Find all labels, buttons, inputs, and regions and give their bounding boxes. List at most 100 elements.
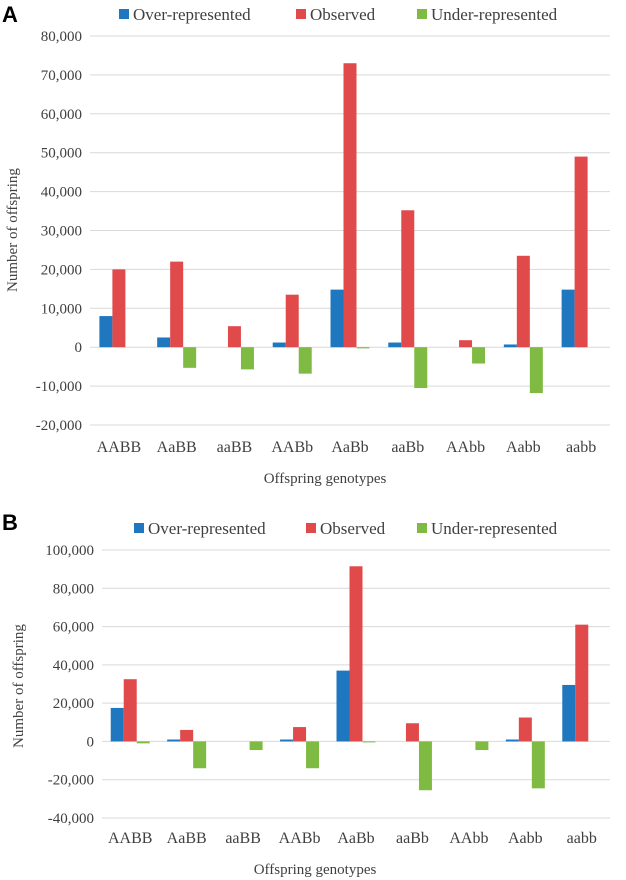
x-categories-a: AABB AaBB aaBB AABb AaBb aaBb AAbb Aabb aabb <box>97 439 597 456</box>
bar-a-observed-AaBB <box>170 261 184 348</box>
x-category-label-a-AABb: AABb <box>271 439 313 456</box>
bar-b-observed-AaBb <box>349 566 363 742</box>
x-category-label-a-AABB: AABB <box>97 439 141 456</box>
bar-a-observed-AABb <box>285 294 299 348</box>
bar-a-under-aaBB <box>240 347 254 370</box>
bar-b-over-AABb <box>280 739 294 742</box>
x-category-label-b-AAbb: AAbb <box>449 830 488 847</box>
legend-a: Over-represented Observed Under-represen… <box>119 5 558 24</box>
bar-a-under-AaBB <box>183 347 197 368</box>
y-tick-label-b-3: 20,000 <box>53 696 94 712</box>
x-category-label-a-AAbb: AAbb <box>446 439 485 456</box>
legend-a-under-swatch <box>417 9 427 19</box>
y-tick-label-a-7: 50,000 <box>41 146 82 162</box>
bar-a-over-aabb <box>561 289 575 348</box>
legend-b-under-swatch <box>417 523 427 533</box>
legend-a-observed-label: Observed <box>310 5 376 24</box>
bar-b-observed-aaBb <box>405 723 419 742</box>
bar-b-observed-aabb <box>575 624 589 742</box>
bar-a-under-AAbb <box>472 347 486 364</box>
bar-a-observed-AAbb <box>459 340 473 348</box>
legend-b-over-swatch <box>134 523 144 533</box>
y-tick-label-a-5: 30,000 <box>41 224 82 240</box>
bar-b-under-AAbb <box>475 741 489 751</box>
x-axis-title-a: Offspring genotypes <box>264 471 387 487</box>
y-axis-title-b: Number of offspring <box>11 624 27 748</box>
x-category-label-b-AaBB: AaBB <box>167 830 207 847</box>
bar-a-over-AaBb <box>330 289 344 348</box>
bar-b-under-AaBB <box>193 741 207 769</box>
bar-b-under-AABB <box>136 741 150 744</box>
bar-b-observed-AABb <box>293 727 307 742</box>
x-category-label-b-AaBb: AaBb <box>337 830 374 847</box>
y-tick-label-b-6: 80,000 <box>53 581 94 597</box>
x-category-label-a-aabb: aabb <box>566 439 596 456</box>
y-ticks-b: -40,000 -20,000 0 20,000 40,000 60,000 80,000 1… <box>45 543 94 827</box>
y-tick-label-a-4: 20,000 <box>41 262 82 278</box>
panel-b-letter: B <box>2 510 18 535</box>
bar-b-observed-AaBB <box>180 729 194 742</box>
bar-b-over-AaBB <box>167 739 181 742</box>
bar-a-under-AaBb <box>356 347 370 349</box>
bar-b-under-AaBb <box>362 741 376 743</box>
legend-b: Over-represented Observed Under-represen… <box>134 519 558 538</box>
x-category-label-b-aabb: aabb <box>567 830 597 847</box>
bar-b-over-Aabb <box>505 739 519 742</box>
bar-a-observed-Aabb <box>516 255 530 348</box>
bar-a-over-aaBb <box>388 342 402 348</box>
x-category-label-b-aaBB: aaBB <box>225 830 261 847</box>
legend-a-over-swatch <box>119 9 129 19</box>
bar-b-observed-AABB <box>123 679 137 742</box>
bar-a-under-AABb <box>298 347 312 374</box>
x-category-label-b-aaBb: aaBb <box>396 830 429 847</box>
bar-a-observed-AaBb <box>343 63 357 348</box>
x-category-label-b-Aabb: Aabb <box>508 830 543 847</box>
bar-a-observed-aaBb <box>401 210 415 348</box>
bars-b <box>110 566 589 791</box>
bar-b-over-AaBb <box>336 670 350 742</box>
y-tick-label-b-7: 100,000 <box>45 543 94 559</box>
x-category-label-a-aaBb: aaBb <box>391 439 424 456</box>
bar-a-observed-aaBB <box>227 326 241 348</box>
x-category-label-a-AaBB: AaBB <box>157 439 197 456</box>
y-ticks-a: -20,000 -10,000 0 10,000 20,000 30,000 40,000 5… <box>36 29 82 434</box>
y-tick-label-b-4: 40,000 <box>53 658 94 674</box>
y-tick-label-b-5: 60,000 <box>53 620 94 636</box>
x-categories-b: AABB AaBB aaBB AABb AaBb aaBb AAbb Aabb aabb <box>108 830 597 847</box>
bar-b-observed-Aabb <box>518 717 532 742</box>
x-category-label-a-AaBb: AaBb <box>331 439 368 456</box>
bars-a <box>99 63 588 394</box>
bar-b-over-aabb <box>562 684 576 742</box>
bar-b-under-AABb <box>306 741 320 769</box>
legend-b-under-label: Under-represented <box>431 519 558 538</box>
y-tick-label-a-3: 10,000 <box>41 301 82 317</box>
y-tick-label-a-6: 40,000 <box>41 185 82 201</box>
y-axis-title-a: Number of offspring <box>5 168 21 292</box>
y-tick-label-a-10: 80,000 <box>41 29 82 45</box>
bar-a-over-AABB <box>99 316 113 348</box>
y-tick-label-a-0: -20,000 <box>36 418 82 434</box>
legend-a-over-label: Over-represented <box>133 5 251 24</box>
y-tick-label-a-8: 60,000 <box>41 107 82 123</box>
x-category-label-b-AABB: AABB <box>108 830 152 847</box>
panel-a: A Over-represented Observed Under-repres… <box>2 2 610 487</box>
y-tick-label-a-9: 70,000 <box>41 68 82 84</box>
y-tick-label-a-1: -10,000 <box>36 379 82 395</box>
bar-a-observed-AABB <box>112 269 126 348</box>
panel-b: B Over-represented Observed Under-repres… <box>2 510 610 878</box>
bar-a-under-Aabb <box>529 347 543 394</box>
legend-b-observed-label: Observed <box>320 519 386 538</box>
panel-a-letter: A <box>2 2 18 27</box>
bar-a-over-AaBB <box>157 337 171 348</box>
y-tick-label-b-2: 0 <box>87 734 95 750</box>
bar-b-under-aaBB <box>249 741 263 751</box>
bar-b-under-aaBb <box>418 741 432 791</box>
y-tick-label-b-0: -40,000 <box>48 811 94 827</box>
x-category-label-a-Aabb: Aabb <box>506 439 541 456</box>
x-axis-title-b: Offspring genotypes <box>254 862 377 878</box>
bar-a-over-AABb <box>272 342 286 348</box>
legend-a-observed-swatch <box>296 9 306 19</box>
bar-a-observed-aabb <box>574 156 588 348</box>
legend-b-over-label: Over-represented <box>148 519 266 538</box>
